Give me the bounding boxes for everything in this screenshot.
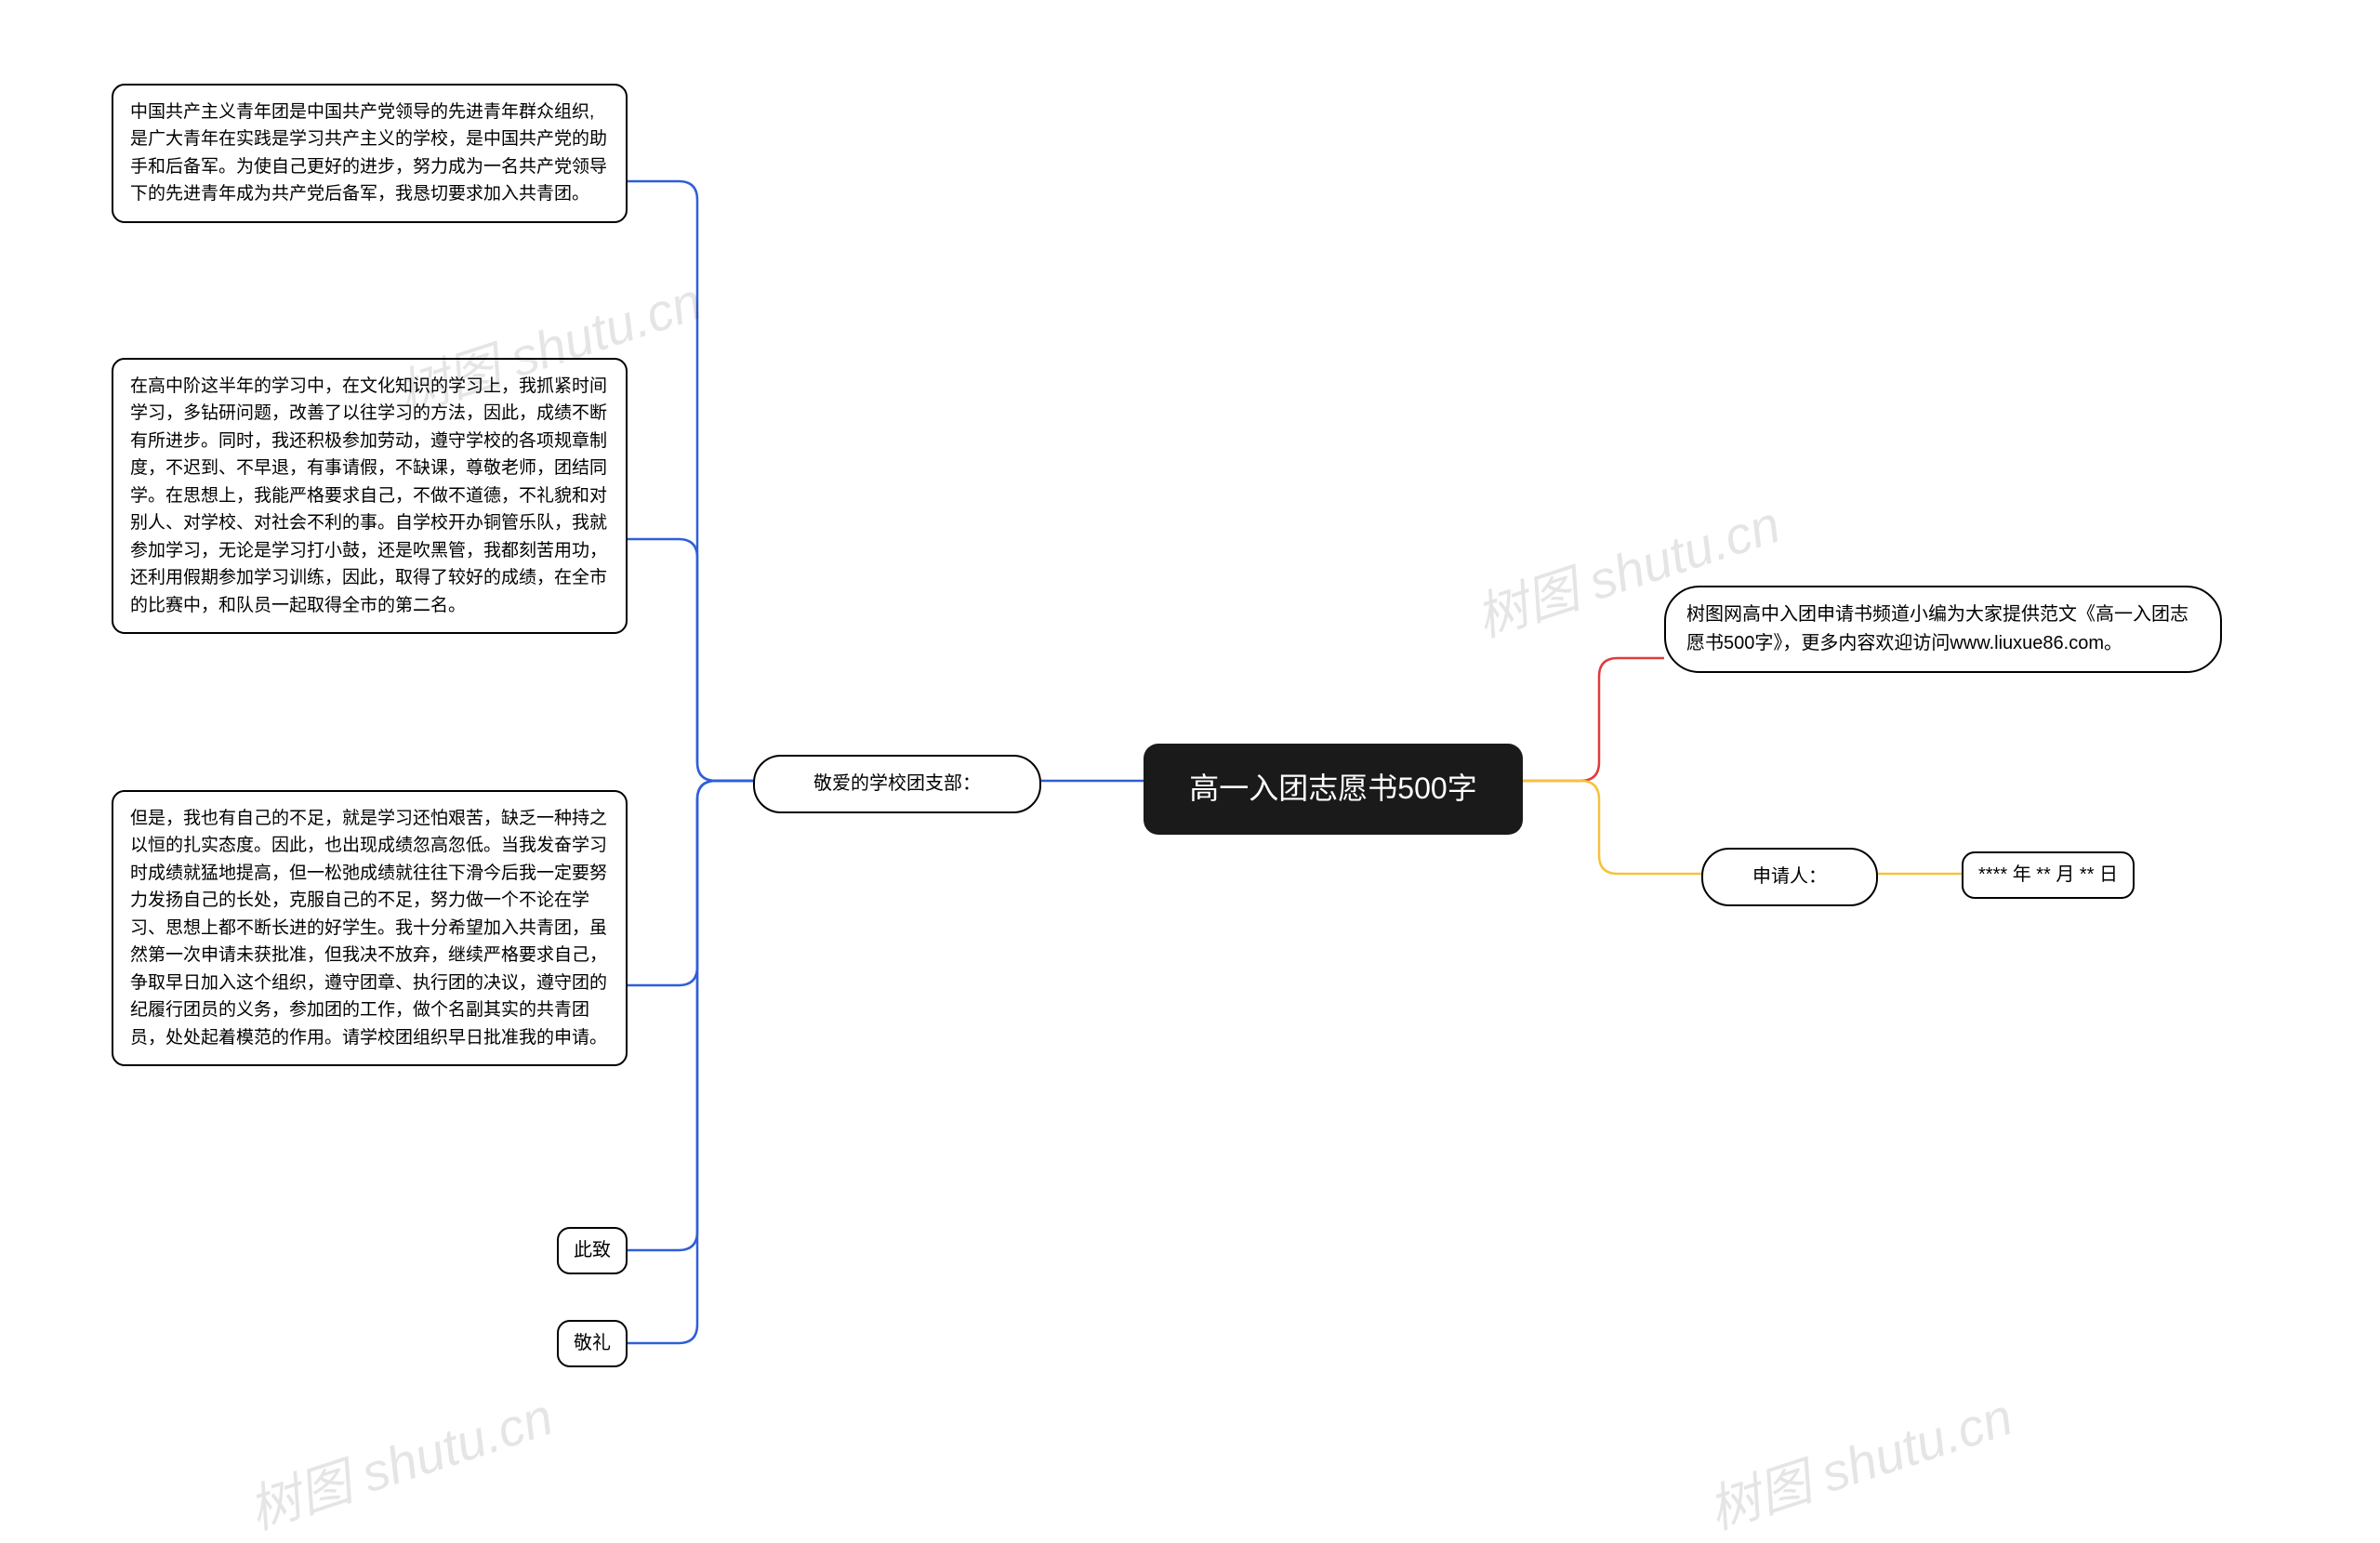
edge-branch-child5: [628, 781, 753, 1343]
watermark-3: 树图 shutu.cn: [238, 1376, 562, 1543]
left-child-3-text: 但是，我也有自己的不足，就是学习还怕艰苦，缺乏一种持之以恒的扎实态度。因此，也出…: [130, 809, 607, 1048]
left-child-3[interactable]: 但是，我也有自己的不足，就是学习还怕艰苦，缺乏一种持之以恒的扎实态度。因此，也出…: [112, 790, 628, 1066]
applicant-node[interactable]: 申请人：: [1701, 848, 1878, 906]
edge-branch-child1: [628, 181, 753, 781]
edge-branch-child2: [628, 539, 753, 781]
left-branch-node[interactable]: 敬爱的学校团支部：: [753, 755, 1041, 813]
root-label: 高一入团志愿书500字: [1189, 772, 1476, 805]
edge-branch-child4: [628, 781, 753, 1250]
left-child-1-text: 中国共产主义青年团是中国共产党领导的先进青年群众组织,是广大青年在实践是学习共产…: [130, 102, 607, 204]
edge-branch-child3: [628, 781, 753, 985]
left-branch-label: 敬爱的学校团支部：: [813, 773, 981, 794]
left-child-1[interactable]: 中国共产主义青年团是中国共产党领导的先进青年群众组织,是广大青年在实践是学习共产…: [112, 84, 628, 223]
date-text: **** 年 ** 月 ** 日: [1978, 864, 2118, 885]
left-child-4[interactable]: 此致: [557, 1227, 628, 1274]
watermark-4: 树图 shutu.cn: [1698, 1376, 2021, 1543]
date-node[interactable]: **** 年 ** 月 ** 日: [1962, 851, 2135, 899]
edge-root-applicant: [1523, 781, 1701, 874]
left-child-5[interactable]: 敬礼: [557, 1320, 628, 1367]
applicant-label: 申请人：: [1752, 866, 1827, 887]
root-node[interactable]: 高一入团志愿书500字: [1144, 744, 1523, 835]
left-child-4-text: 此致: [574, 1240, 611, 1260]
edge-root-intro: [1523, 658, 1664, 781]
intro-node[interactable]: 树图网高中入团申请书频道小编为大家提供范文《高一入团志愿书500字》，更多内容欢…: [1664, 586, 2222, 673]
left-child-5-text: 敬礼: [574, 1333, 611, 1353]
left-child-2-text: 在高中阶这半年的学习中，在文化知识的学习上，我抓紧时间学习，多钻研问题，改善了以…: [130, 376, 607, 615]
intro-text: 树图网高中入团申请书频道小编为大家提供范文《高一入团志愿书500字》，更多内容欢…: [1686, 604, 2188, 653]
left-child-2[interactable]: 在高中阶这半年的学习中，在文化知识的学习上，我抓紧时间学习，多钻研问题，改善了以…: [112, 358, 628, 634]
